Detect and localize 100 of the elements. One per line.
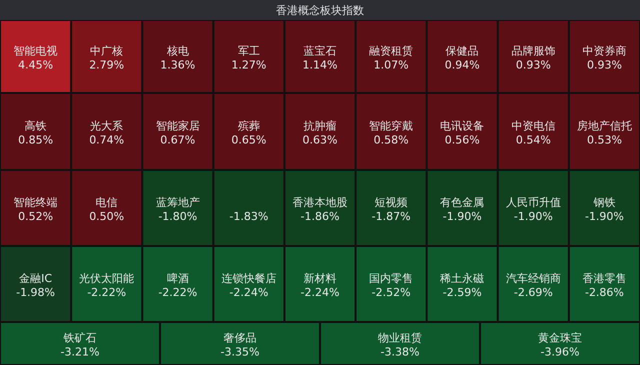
cell: 奢侈品 -3.35% [160, 322, 320, 365]
category-label: 电讯设备 [440, 120, 484, 132]
category-label: 核电 [166, 44, 189, 58]
cell: 核电 1.36% [142, 20, 214, 93]
cell: 高铁 0.85% [0, 93, 72, 170]
data-label: 2.79% [89, 58, 124, 72]
category-label: 中资电信 [511, 120, 556, 132]
cell: 智能家居 0.67% [142, 93, 214, 170]
category-label: 保健品 [446, 44, 479, 58]
category-label: 融资租赁 [369, 44, 414, 58]
data-label: -1.83% [229, 210, 268, 223]
data-label: -2.69% [514, 286, 553, 299]
data-label: 0.52% [18, 210, 54, 223]
cell: 有色金属 -1.90% [426, 170, 498, 246]
cell: 物业租赁 -3.38% [320, 322, 480, 365]
category-label: 奢侈品 [224, 332, 256, 344]
data-label: 4.45% [18, 58, 54, 72]
cell: 军工 1.27% [213, 20, 284, 93]
data-label: -2.24% [300, 286, 340, 299]
cell: 房地产信托 0.53% [568, 93, 640, 170]
category-label: 金融IC [19, 272, 52, 285]
data-label: -1.80% [158, 210, 198, 223]
data-label: -2.86% [584, 286, 624, 299]
category-label: 新材料 [304, 272, 336, 285]
cell: 蓝筹地产 -1.80% [142, 170, 214, 246]
data-label: -2.24% [229, 286, 268, 299]
category-label: 连锁快餐店 [221, 272, 276, 285]
cell: 国内零售 -2.52% [356, 246, 427, 322]
category-label: 钢铁 [592, 196, 616, 209]
category-label: 殡葬 [238, 120, 260, 132]
cell: 蓝宝石 1.14% [284, 20, 356, 93]
data-label: -2.22% [158, 286, 198, 299]
data-label: 0.63% [302, 134, 338, 146]
cell: 中资电信 0.54% [498, 93, 569, 170]
category-label: 物业租赁 [378, 332, 422, 344]
cell: 抗肿瘤 0.63% [284, 93, 356, 170]
category-label: 铁矿石 [62, 332, 96, 344]
category-label: 有色金属 [440, 196, 484, 209]
cell: -1.83% [213, 170, 284, 246]
category-label: 啤酒 [166, 272, 189, 285]
category-label: 香港零售 [582, 272, 626, 285]
data-label: -2.52% [372, 286, 411, 299]
data-label: 0.56% [444, 134, 480, 146]
cell: 人民币升值 -1.90% [498, 170, 569, 246]
category-label: 黄金珠宝 [538, 332, 582, 344]
data-label: 0.53% [586, 134, 622, 146]
category-label: 国内零售 [369, 272, 414, 285]
cell: 连锁快餐店 -2.24% [213, 246, 284, 322]
data-label: -3.35% [220, 346, 260, 358]
cell: 中资券商 0.93% [568, 20, 640, 93]
data-label: 1.27% [231, 58, 266, 72]
category-label: 蓝筹地产 [156, 196, 200, 209]
category-label: 光伏太阳能 [79, 272, 134, 285]
category-label: 品牌服饰 [511, 44, 556, 58]
data-label: -3.96% [540, 346, 580, 358]
cell: 香港零售 -2.86% [568, 246, 640, 322]
data-label: 0.67% [160, 134, 196, 146]
cell: 融资租赁 1.07% [356, 20, 427, 93]
data-label: 0.65% [231, 134, 266, 146]
category-label: 高铁 [24, 120, 47, 132]
data-label: 1.36% [160, 58, 196, 72]
data-label: 0.93% [586, 58, 622, 72]
cell: 汽车经销商 -2.69% [498, 246, 569, 322]
data-label: -1.87% [372, 210, 411, 223]
category-label: 蓝宝石 [304, 44, 336, 58]
cell: 智能穿戴 0.58% [356, 93, 427, 170]
category-label: 电信 [96, 196, 118, 209]
data-label: -1.90% [442, 210, 482, 223]
data-label: 0.54% [516, 134, 551, 146]
category-label: 智能穿戴 [369, 120, 414, 132]
data-label: 1.14% [302, 58, 338, 72]
cell: 电信 0.50% [71, 170, 142, 246]
category-label: 中资券商 [582, 44, 626, 58]
cell: 铁矿石 -3.21% [0, 322, 160, 365]
category-label: 军工 [238, 44, 260, 58]
data-label: 0.85% [18, 134, 54, 146]
category-label: 中广核 [90, 44, 124, 58]
cell: 光大系 0.74% [71, 93, 142, 170]
title: 香港概念板块指数 [0, 0, 640, 20]
cell: 金融IC -1.98% [0, 246, 72, 322]
data-label: 0.58% [374, 134, 409, 146]
cell: 品牌服饰 0.93% [498, 20, 569, 93]
cell: 智能终端 0.52% [0, 170, 72, 246]
data-label: 0.50% [89, 210, 124, 223]
cell: 电讯设备 0.56% [426, 93, 498, 170]
category-label: 智能电视 [14, 44, 58, 58]
data-label: -3.38% [380, 346, 420, 358]
category-label: 稀土永磁 [440, 272, 484, 285]
cell: 智能电视 4.45% [0, 20, 72, 93]
cell: 啤酒 -2.22% [142, 246, 214, 322]
cell: 黄金珠宝 -3.96% [480, 322, 640, 365]
cell: 保健品 0.94% [426, 20, 498, 93]
data-label: 0.94% [444, 58, 480, 72]
data-label: 0.74% [89, 134, 124, 146]
category-label: 香港本地股 [292, 196, 348, 209]
cell: 光伏太阳能 -2.22% [71, 246, 142, 322]
data-label: -1.98% [16, 286, 56, 299]
data-label: -1.90% [584, 210, 624, 223]
category-label: 人民币升值 [506, 196, 561, 209]
cell: 稀土永磁 -2.59% [426, 246, 498, 322]
